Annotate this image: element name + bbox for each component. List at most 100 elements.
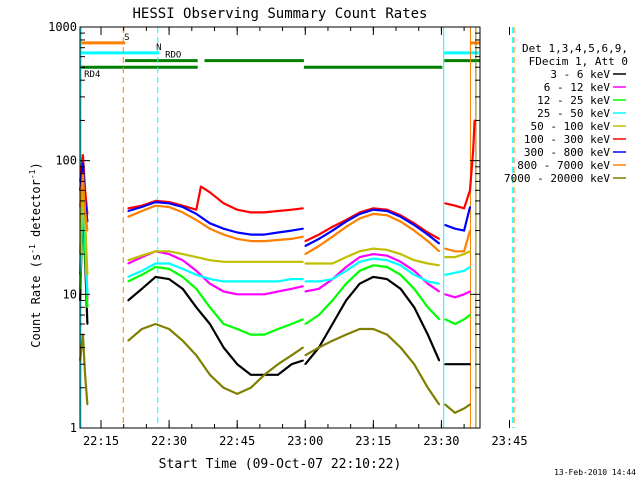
legend: Det 1,3,4,5,6,9,FDecim 1, Att 03 - 6 keV… xyxy=(504,42,628,185)
point-50-100-kev-1-5 xyxy=(195,256,198,258)
point-100-300-kev-3-2 xyxy=(463,207,466,210)
point-3-6-kev-1-9 xyxy=(249,373,252,376)
point-12-25-kev-1-7 xyxy=(222,323,225,325)
point-800-7000-kev-2-0 xyxy=(304,253,307,255)
point-25-50-kev-2-1 xyxy=(317,280,320,283)
point-3-6-kev-1-7 xyxy=(222,346,225,349)
point-100-300-kev-1-12 xyxy=(277,210,279,212)
point-300-800-kev-2-8 xyxy=(413,224,416,226)
point-12-25-kev-2-7 xyxy=(399,273,402,276)
point-50-100-kev-3-0 xyxy=(444,256,446,258)
point-3-6-kev-3-2 xyxy=(463,363,466,366)
point-800-7000-kev-2-9 xyxy=(426,240,429,243)
point-300-800-kev-1-1 xyxy=(140,206,143,208)
point-12-25-kev-1-6 xyxy=(209,306,211,309)
point-25-50-kev-2-3 xyxy=(345,269,348,272)
x-tick-label-6: 23:45 xyxy=(491,434,527,448)
point-25-50-kev-1-0 xyxy=(127,276,130,278)
point-800-7000-kev-1-9 xyxy=(249,240,252,243)
point-6-12-kev-1-5 xyxy=(195,269,198,272)
legend-title-line-1: FDecim 1, Att 0 xyxy=(529,55,628,68)
point-12-25-kev-3-1 xyxy=(454,323,456,325)
point-3-6-kev-1-2 xyxy=(154,276,157,278)
point-300-800-kev-1-10 xyxy=(263,233,266,236)
point-12-25-kev-1-9 xyxy=(249,333,252,336)
series-12-25-kev-segment-3 xyxy=(444,314,471,326)
point-300-800-kev-3-1 xyxy=(454,227,456,230)
point-6-12-kev-1-3 xyxy=(168,253,170,255)
point-50-100-kev-1-10 xyxy=(263,260,266,263)
point-50-100-kev-1-3 xyxy=(168,250,170,253)
legend-label-100-300-kev: 100 - 300 keV xyxy=(524,133,610,146)
x-tick-label-3: 23:00 xyxy=(287,434,323,448)
point-25-50-kev-3-0 xyxy=(444,273,446,276)
point-100-300-kev-3-3 xyxy=(469,189,471,192)
point-800-7000-kev-1-3 xyxy=(168,206,170,208)
point-300-800-kev-2-10 xyxy=(438,242,441,245)
point-300-800-kev-2-5 xyxy=(372,208,375,211)
point-300-800-kev-1-7 xyxy=(222,227,225,230)
legend-label-7000-20000-kev: 7000 - 20000 keV xyxy=(504,172,610,185)
legend-label-25-50-kev: 25 - 50 keV xyxy=(537,107,610,120)
y-axis-label-sup1: -1 xyxy=(28,244,37,254)
point-50-100-kev-2-0 xyxy=(304,262,307,265)
point-800-7000-kev-1-10 xyxy=(263,240,266,243)
point-25-50-kev-3-1 xyxy=(454,271,456,274)
point-3-6-kev-1-8 xyxy=(236,363,239,366)
point-3-6-kev-2-0 xyxy=(304,363,307,366)
point-100-300-kev-1-0 xyxy=(127,207,130,210)
series-12-25-kev-segment-1 xyxy=(127,265,304,336)
point-12-25-kev-1-8 xyxy=(236,328,239,330)
point-50-100-kev-2-9 xyxy=(426,262,429,265)
legend-label-50-100-kev: 50 - 100 keV xyxy=(531,120,611,133)
point-7000-20000-kev-3-0 xyxy=(444,403,446,406)
point-12-25-kev-1-11 xyxy=(277,328,279,330)
point-7000-20000-kev-1-1 xyxy=(140,328,143,330)
point-50-100-kev-1-4 xyxy=(181,253,184,255)
point-800-7000-kev-3-1 xyxy=(454,250,456,253)
point-3-6-kev-2-5 xyxy=(372,276,375,278)
point-6-12-kev-1-11 xyxy=(277,290,279,293)
point-6-12-kev-2-4 xyxy=(358,256,361,258)
point-100-300-kev-1-8 xyxy=(222,202,225,205)
series-800-7000-kev-segment-3 xyxy=(444,230,472,253)
point-25-50-kev-1-2 xyxy=(154,262,157,265)
series-7000-20000-kev-segment-3 xyxy=(444,403,471,414)
point-12-25-kev-2-1 xyxy=(317,314,320,316)
point-7000-20000-kev-1-7 xyxy=(222,386,225,389)
x-tick-label-1: 22:30 xyxy=(151,434,187,448)
point-7000-20000-kev-1-11 xyxy=(277,363,279,366)
point-7000-20000-kev-0-2 xyxy=(84,373,87,376)
point-50-100-kev-1-13 xyxy=(302,260,304,263)
point-800-7000-kev-1-8 xyxy=(236,237,239,240)
point-25-50-kev-1-3 xyxy=(168,262,170,265)
point-7000-20000-kev-1-6 xyxy=(209,373,211,376)
point-7000-20000-kev-0-3 xyxy=(86,403,89,406)
point-3-6-kev-1-11 xyxy=(277,373,279,376)
point-300-800-kev-2-6 xyxy=(386,210,388,212)
point-7000-20000-kev-1-10 xyxy=(263,373,266,376)
point-25-50-kev-1-1 xyxy=(140,269,143,272)
point-6-12-kev-2-6 xyxy=(386,254,388,257)
point-12-25-kev-1-0 xyxy=(127,280,130,283)
flag-label-rd4: RD4 xyxy=(84,70,100,80)
point-12-25-kev-1-4 xyxy=(181,276,184,278)
point-12-25-kev-2-9 xyxy=(426,306,429,309)
point-6-12-kev-1-12 xyxy=(290,287,293,290)
x-tick-label-5: 23:30 xyxy=(423,434,459,448)
point-3-6-kev-1-5 xyxy=(195,306,198,309)
point-25-50-kev-1-12 xyxy=(290,278,293,281)
point-6-12-kev-1-13 xyxy=(302,285,304,288)
point-7000-20000-kev-1-2 xyxy=(154,323,157,325)
point-25-50-kev-2-0 xyxy=(304,280,307,283)
point-300-800-kev-1-8 xyxy=(236,231,239,234)
series-lines xyxy=(79,119,476,414)
point-50-100-kev-2-1 xyxy=(317,262,320,265)
x-tick-label-2: 22:45 xyxy=(219,434,255,448)
series-50-100-kev-segment-3 xyxy=(445,250,471,259)
point-800-7000-kev-1-2 xyxy=(154,204,157,207)
legend-label-3-6-kev: 3 - 6 keV xyxy=(550,68,610,81)
point-100-300-kev-1-14 xyxy=(302,207,304,210)
point-300-800-kev-3-0 xyxy=(444,224,446,226)
point-6-12-kev-2-5 xyxy=(372,253,375,255)
